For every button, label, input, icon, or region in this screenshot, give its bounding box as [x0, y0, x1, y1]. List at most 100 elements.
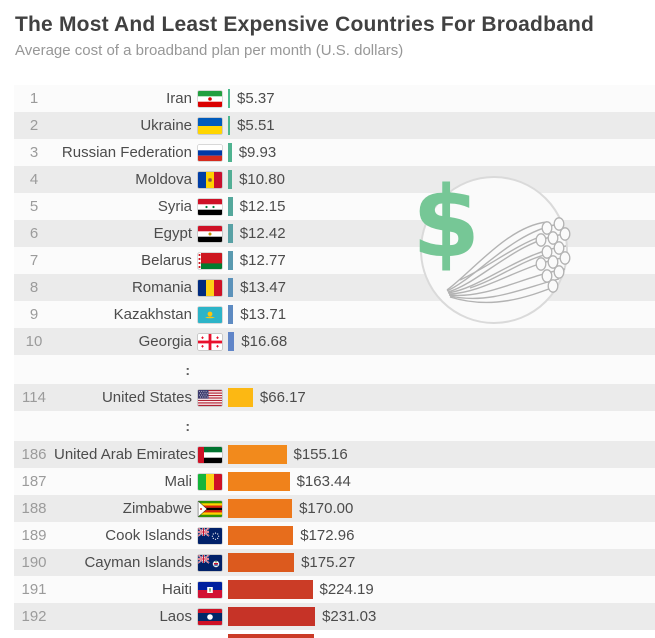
country-label: Romania [131, 279, 192, 296]
country-label: Moldova [135, 171, 192, 188]
flag-syria-icon [198, 198, 222, 215]
country-label: United Arab Emirates [54, 446, 196, 463]
flag-russia-icon [198, 144, 222, 161]
separator-colon: : [185, 418, 190, 434]
rank-label: 4 [29, 171, 39, 188]
page-title: The Most And Least Expensive Countries F… [15, 13, 595, 36]
flag-ukraine-icon [198, 117, 222, 134]
cost-value: $5.37 [237, 90, 275, 107]
cost-bar [228, 197, 233, 216]
cost-value: $163.44 [296, 473, 351, 490]
cost-bar [228, 580, 313, 599]
flag-moldova-icon [198, 171, 222, 188]
country-label: Laos [159, 608, 192, 625]
cost-value: $12.77 [239, 252, 286, 269]
country-label: Georgia [138, 333, 192, 350]
flag-belarus-icon [198, 252, 222, 269]
country-label: Syria [157, 198, 192, 215]
cost-bar [228, 278, 234, 297]
country-row: 189 Cook Islands $172.96 [14, 522, 655, 549]
country-label: Cook Islands [105, 527, 192, 544]
cost-bar [228, 143, 232, 162]
cost-bar [228, 445, 287, 464]
country-row: 2 Ukraine $5.51 [14, 112, 655, 139]
separator-colon: : [185, 361, 190, 378]
country-row: 10 Georgia $16.68 [14, 328, 655, 355]
rank-label: 189 [21, 527, 47, 544]
country-row: 7 Belarus $12.77 [14, 247, 655, 274]
flag-us-icon [198, 389, 222, 406]
cost-value: $9.93 [238, 144, 277, 161]
flag-laos-icon [198, 608, 222, 625]
cost-value: $13.71 [240, 306, 287, 323]
flag-iran-icon [198, 90, 222, 107]
rank-label: 8 [29, 279, 39, 296]
rank-label: 5 [29, 198, 39, 215]
cost-value: $231.03 [322, 608, 377, 625]
country-label: Egypt [153, 225, 192, 242]
flag-romania-icon [198, 279, 222, 296]
cost-value: $155.16 [293, 446, 348, 463]
chart-header: The Most And Least Expensive Countries F… [0, 0, 655, 59]
rank-label: 190 [21, 554, 47, 571]
rank-label: 1 [29, 90, 39, 107]
cost-value: $16.68 [241, 333, 288, 350]
rank-label: 188 [21, 500, 47, 517]
rank-label: 6 [29, 225, 39, 242]
country-row: 187 Mali $163.44 [14, 468, 655, 495]
rank-label: 114 [22, 389, 46, 406]
cost-value: $175.27 [301, 554, 356, 571]
country-row: 8 Romania $13.47 [14, 274, 655, 301]
country-label: Zimbabwe [122, 500, 192, 517]
country-label: Ukraine [140, 117, 192, 134]
cost-bar [228, 89, 230, 108]
country-row: 9 Kazakhstan $13.71 [14, 301, 655, 328]
rank-label: 7 [29, 252, 39, 269]
rank-label: 192 [21, 608, 47, 625]
country-row: 190 Cayman Islands $175.27 [14, 549, 655, 576]
flag-kazakhstan-icon [198, 306, 222, 323]
rank-label: 187 [21, 473, 47, 490]
rank-label: 3 [29, 144, 39, 161]
country-row: 4 Moldova $10.80 [14, 166, 655, 193]
rank-label: 9 [29, 306, 39, 323]
flag-haiti-icon [198, 581, 222, 598]
cost-bar [228, 170, 233, 189]
partial-next-bar [228, 634, 314, 638]
country-row: 1 Iran $5.37 [14, 85, 655, 112]
rank-label: 191 [21, 581, 47, 598]
cost-value: $224.19 [319, 581, 374, 598]
flag-cook-icon [198, 527, 222, 544]
flag-uae-icon [198, 446, 222, 463]
cost-value: $12.15 [239, 198, 286, 215]
country-row: 186 United Arab Emirates $155.16 [14, 441, 655, 468]
cost-bar [228, 332, 235, 351]
cost-bar [228, 526, 294, 545]
cost-bar [228, 305, 234, 324]
cost-bar [228, 224, 233, 243]
country-label: Iran [166, 90, 192, 107]
cost-value: $170.00 [299, 500, 354, 517]
cost-value: $13.47 [240, 279, 286, 296]
country-label: Haiti [161, 581, 192, 598]
country-row: 191 Haiti $224.19 [14, 576, 655, 603]
page-subtitle: Average cost of a broadband plan per mon… [15, 42, 404, 59]
cost-bar [228, 499, 293, 518]
cost-bar [228, 116, 231, 135]
flag-egypt-icon [198, 225, 222, 242]
cost-bar [228, 607, 316, 626]
flag-cayman-icon [198, 554, 222, 571]
rank-label: 10 [25, 333, 43, 350]
cost-value: $10.80 [239, 171, 285, 188]
cost-value: $172.96 [300, 527, 355, 544]
country-label: United States [101, 389, 192, 406]
rank-label: 186 [21, 446, 47, 463]
cost-bar [228, 388, 253, 407]
country-label: Kazakhstan [113, 306, 192, 323]
country-row: 3 Russian Federation $9.93 [14, 139, 655, 166]
country-label: Belarus [141, 252, 192, 269]
country-row: 6 Egypt $12.42 [14, 220, 655, 247]
list-separator: : [14, 355, 655, 384]
country-label: Cayman Islands [84, 554, 192, 571]
country-row: 188 Zimbabwe $170.00 [14, 495, 655, 522]
